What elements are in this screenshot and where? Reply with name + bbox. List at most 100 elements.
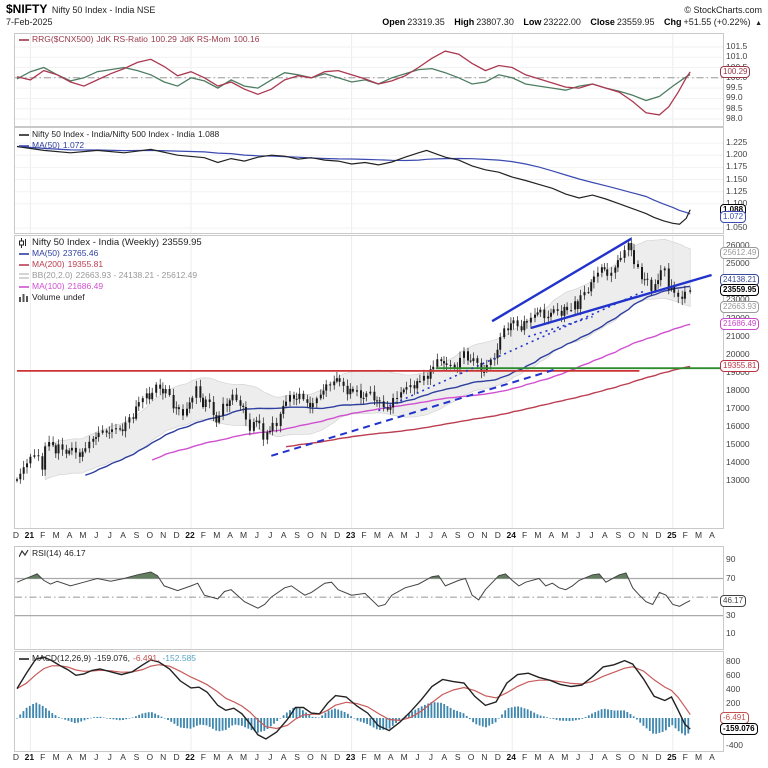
macd-legend: MACD(12,26,9) -159.076, -6.491, -152.585 [18,653,196,664]
bollinger-band-icon [18,272,29,280]
x-axis-label: O [307,530,314,540]
price-y-tick-label: 23000 [726,294,750,305]
ma200-label: MA(200) [32,259,65,269]
low-value: 23222.00 [543,17,581,27]
x-axis-label: D [655,530,662,540]
x-axis-label: J [268,752,273,762]
x-axis-label: F [361,530,367,540]
x-axis-label: F [682,752,688,762]
ratio-axis-badge: 1.072 [720,211,747,224]
x-axis-label: M [79,752,87,762]
chg-label: Chg [663,17,682,27]
panel-price [14,235,724,529]
x-axis-label: J [94,530,99,540]
x-axis-label: A [280,530,287,540]
x-axis-label: M [561,530,569,540]
chg-value: +51.55 (+0.22%) [683,17,751,27]
x-axis-label: S [615,752,622,762]
x-axis-label: M [52,752,60,762]
x-axis-label: 22 [185,752,195,762]
price-axis-badge: 24138.21 [720,273,760,286]
x-axis-label: S [133,530,140,540]
price-axis-badge: 23559.95 [720,284,760,297]
x-axis-label: A [66,530,73,540]
low-label: Low [523,17,542,27]
rsi-legend: RSI(14) 46.17 [18,548,86,559]
macd-signal-value: -6.491, [132,653,160,663]
price-y-tick-label: 16000 [726,420,750,431]
x-axis-label: D [12,752,20,762]
x-axis-label: F [200,752,206,762]
x-axis-label: A [280,752,287,762]
rrg-y-tick-label: 101.5 [726,40,748,51]
macd-y-tick-label: 400 [726,683,741,694]
x-axis-label: F [361,752,367,762]
rrg-y-tick-label: 98.0 [726,113,743,123]
x-axis-label: M [534,530,542,540]
x-axis-label: D [655,752,662,762]
macd-x-axis: D 21 F M A M J J A S O N D 22 F M A M J J A S O N D 23 F M A M J J A S O N D… [0,752,768,766]
ratio-y-tick-label: 1.050 [726,222,748,233]
x-axis-label: N [641,530,649,540]
x-axis-label: O [628,752,635,762]
ma200-line-icon [18,261,29,269]
x-axis-label: 24 [506,530,516,540]
price-y-tick-label: 15000 [726,438,750,449]
price-legend: Nifty 50 Index - India (Weekly) 23559.95… [18,237,202,303]
x-axis-label: S [615,530,622,540]
x-axis-label: S [294,530,300,540]
x-axis-label: M [373,752,381,762]
macd-axis-badge: -159.076 [720,723,758,736]
x-axis-label: A [387,752,394,762]
rs-ratio-label: JdK RS-Ratio [96,34,148,44]
x-axis-label: D [334,530,341,540]
price-last-value: 23559.95 [162,237,202,248]
x-axis-label: N [641,752,649,762]
x-axis-label: A [602,530,608,540]
price-y-tick-label: 25000 [726,258,750,269]
volume-value: undef [63,292,85,302]
bb-label: BB(20,2.0) [32,270,73,280]
x-axis-label: N [160,530,167,540]
rrg-y-tick-label: 99.5 [726,82,743,93]
x-axis-label: A [709,530,715,540]
rs-mom-value: 100.16 [233,34,260,44]
macd-y-tick-label: -400 [726,739,744,750]
ratio-ma-value: 1.072 [62,140,85,150]
x-axis-label: A [548,752,555,762]
ratio-value: 1.088 [198,129,220,139]
x-axis-label: 24 [506,752,516,762]
price-y-tick-label: 22000 [726,313,750,323]
x-axis-label: J [268,530,273,540]
x-axis-label: M [79,530,87,540]
rsi-value: 46.17 [64,548,86,558]
open-label: Open [382,17,406,27]
close-value: 23559.95 [616,17,655,27]
rsi-y-tick-label: 70 [726,572,736,583]
price-x-axis: D 21 F M A M J J A S O N D 22 F M A M J J A S O N D 23 F M A M J J A S O N D… [0,530,768,544]
rrg-legend: RRG($CNX500) JdK RS-Ratio 100.29 JdK RS-… [18,34,259,45]
ratio-y-tick-label: 1.175 [726,161,748,172]
price-axis-badge: 22663.93 [720,300,760,313]
x-axis-label: M [213,530,221,540]
price-y-tick-label: 26000 [726,240,750,251]
macd-value: -159.076, [94,653,130,663]
rsi-y-tick-label: 10 [726,628,736,639]
x-axis-label: M [213,752,221,762]
macd-y-tick-label: 600 [726,669,741,680]
high-value: 23807.30 [476,17,514,27]
ratio-y-tick-label: 1.200 [726,149,748,160]
x-axis-label: A [120,752,126,762]
x-axis-label: M [373,530,381,540]
x-axis-label: F [40,752,46,762]
rrg-y-tick-label: 101.0 [726,51,748,62]
x-axis-label: M [400,530,408,540]
rsi-y-tick-label: 90 [726,553,736,564]
x-axis-label: F [521,752,528,762]
x-axis-label: F [521,530,528,540]
panel-ratio [14,127,724,234]
price-y-tick-label: 21000 [726,330,750,341]
x-axis-label: M [561,752,569,762]
macd-y-tick-label: 800 [726,656,741,666]
